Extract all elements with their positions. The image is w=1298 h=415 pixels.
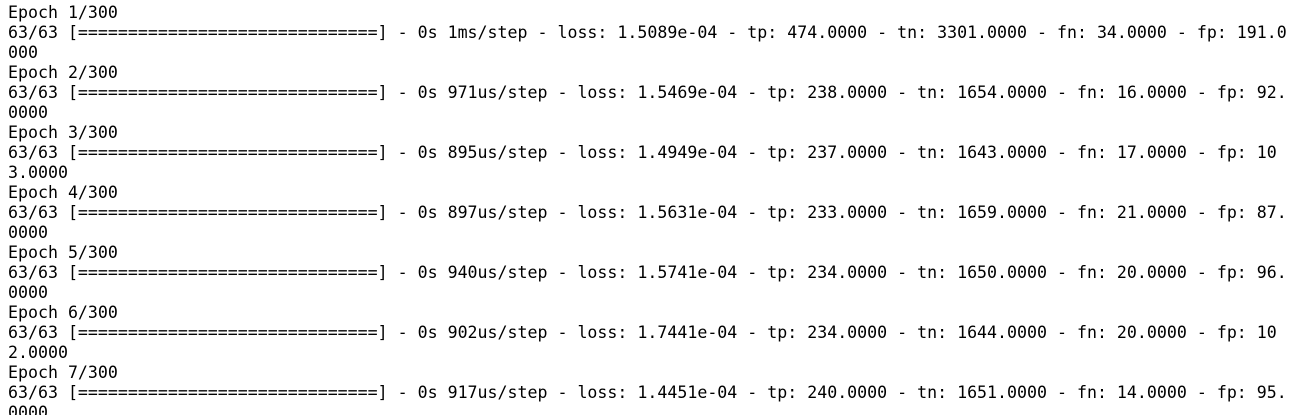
output-line: Epoch 3/300	[8, 123, 118, 142]
output-line: 63/63 [==============================] -…	[8, 323, 1277, 342]
output-line: 0000	[8, 223, 48, 242]
output-line: Epoch 6/300	[8, 303, 118, 322]
output-line: 2.0000	[8, 343, 68, 362]
output-line: 0000	[8, 283, 48, 302]
output-line: Epoch 5/300	[8, 243, 118, 262]
output-line: Epoch 4/300	[8, 183, 118, 202]
output-line: 63/63 [==============================] -…	[8, 23, 1287, 42]
output-line: 000	[8, 43, 38, 62]
output-line: Epoch 1/300	[8, 3, 118, 22]
output-line: 63/63 [==============================] -…	[8, 143, 1277, 162]
output-line: 63/63 [==============================] -…	[8, 83, 1287, 102]
output-line: Epoch 7/300	[8, 363, 118, 382]
output-line: 0000	[8, 403, 48, 415]
output-line: Epoch 2/300	[8, 63, 118, 82]
output-line: 63/63 [==============================] -…	[8, 383, 1287, 402]
output-line: 0000	[8, 103, 48, 122]
output-line: 63/63 [==============================] -…	[8, 203, 1287, 222]
output-line: 3.0000	[8, 163, 68, 182]
output-line: 63/63 [==============================] -…	[8, 263, 1287, 282]
